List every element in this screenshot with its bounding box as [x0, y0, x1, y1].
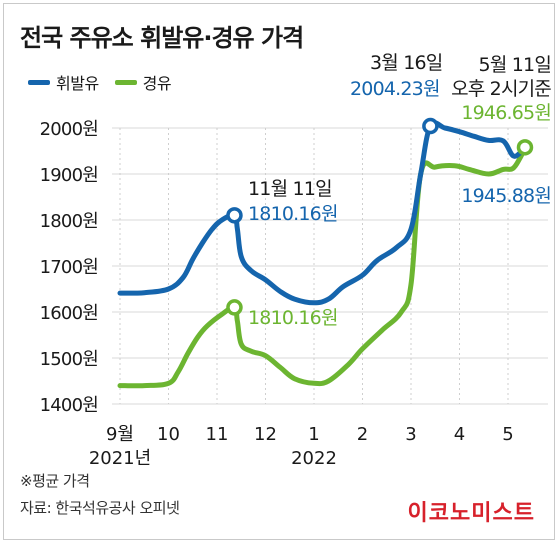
y-tick-label: 1500원 [40, 349, 98, 370]
y-axis: 2000원 1900원 1800원 1700원 1600원 1500원 1400원 [40, 119, 99, 416]
chart-frame [3, 3, 555, 540]
chart-title: 전국 주유소 휘발유·경유 가격 [20, 24, 304, 52]
annotation-may-time: 오후 2시기준 [451, 78, 551, 100]
x-tick-label: 12 [254, 424, 277, 445]
x-year-label: 2022 [291, 448, 337, 469]
brand-logo: 이코노미스트 [407, 501, 535, 526]
series-line-gasoline [117, 120, 528, 306]
y-tick-label: 1600원 [40, 303, 98, 324]
x-tick-label: 5 [502, 424, 513, 445]
x-tick-label: 10 [157, 424, 180, 445]
annotation-may-diesel: 1946.65원 [461, 102, 551, 124]
data-point-marker [226, 207, 243, 224]
annotation-nov-date: 11월 11일 [248, 178, 332, 200]
annotation-nov-diesel: 1810.16원 [248, 307, 338, 329]
x-year-label: 2021년 [89, 448, 151, 469]
annotation-nov-gasoline: 1810.16원 [248, 203, 338, 225]
y-tick-label: 2000원 [40, 119, 98, 140]
footnote: ※평균 가격 [20, 472, 90, 490]
x-tick-label: 9월 [106, 424, 134, 445]
x-tick-label: 3 [405, 424, 416, 445]
x-tick-label: 11 [206, 424, 229, 445]
data-point-marker [516, 139, 534, 156]
legend-label-gasoline: 휘발유 [56, 74, 99, 93]
chart-markers [226, 117, 534, 316]
data-point-marker [422, 117, 439, 135]
legend-item-diesel: 경유 [114, 70, 172, 94]
chart-series [117, 120, 528, 389]
y-tick-label: 1800원 [40, 211, 98, 232]
x-tick-label: 1 [308, 424, 319, 445]
y-tick-label: 1700원 [40, 257, 98, 278]
annotation-may-gasoline: 1945.88원 [461, 185, 551, 207]
chart-legend: 휘발유 경유 [28, 70, 187, 94]
legend-swatch-gasoline [28, 79, 50, 85]
data-point-marker [226, 299, 243, 316]
legend-label-diesel: 경유 [142, 74, 172, 93]
annotation-mar-gasoline: 2004.23원 [350, 78, 440, 100]
y-tick-label: 1900원 [40, 165, 98, 186]
legend-swatch-diesel [114, 79, 137, 85]
annotation-may-date: 5월 11일 [479, 54, 551, 76]
legend-item-gasoline: 휘발유 [28, 70, 99, 94]
chart-gridlines [112, 127, 548, 405]
series-line-diesel [117, 144, 528, 389]
annotation-mar-date: 3월 16일 [370, 52, 442, 74]
y-tick-label: 1400원 [40, 395, 98, 416]
source-note: 자료: 한국석유공사 오피넷 [20, 499, 180, 517]
x-tick-label: 4 [454, 424, 465, 445]
x-tick-label: 2 [357, 424, 368, 445]
